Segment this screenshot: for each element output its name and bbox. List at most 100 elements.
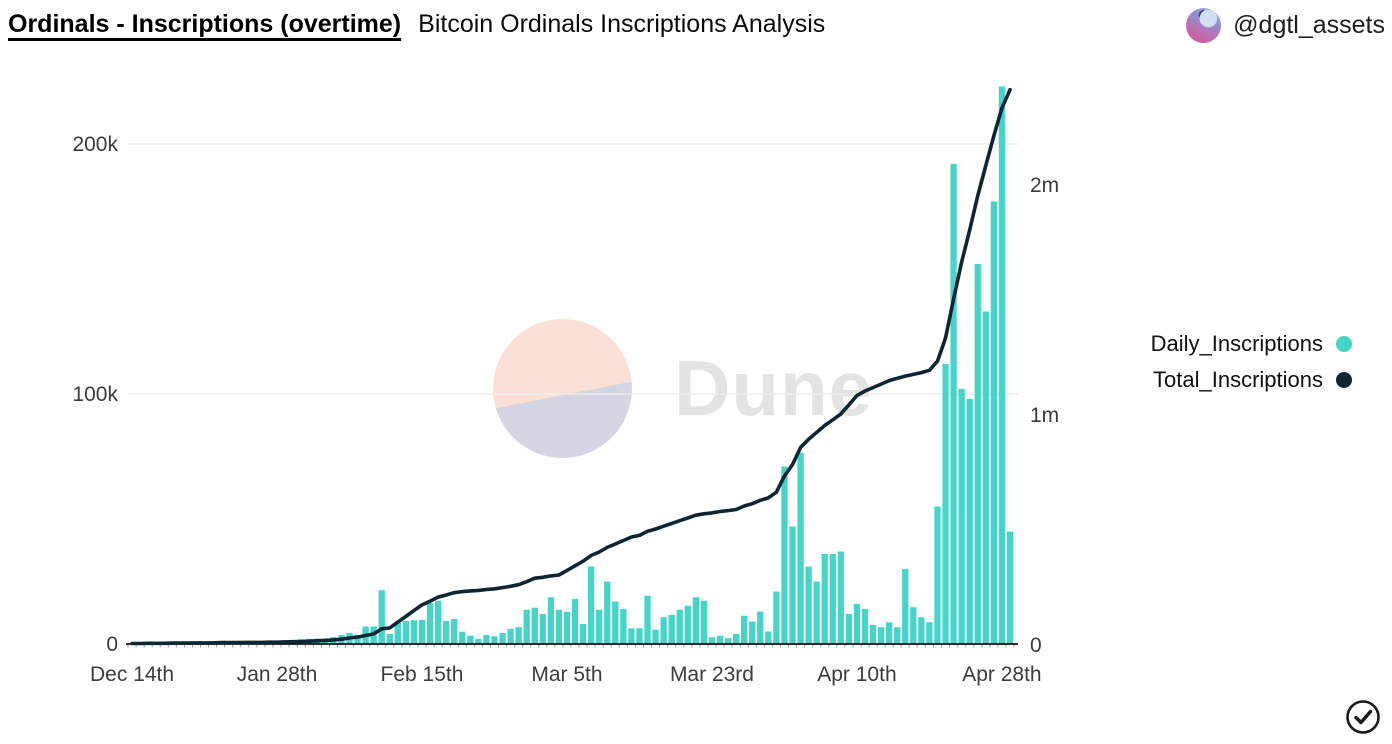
axis-tick-label: 200k	[72, 133, 118, 156]
bar	[708, 637, 716, 644]
bar	[918, 617, 925, 644]
bar	[886, 622, 893, 644]
bar	[563, 611, 571, 644]
bar	[853, 604, 861, 644]
axis-tick-label: Dec 14th	[90, 663, 174, 686]
bar	[483, 635, 490, 644]
bar	[604, 581, 611, 644]
bar	[789, 526, 796, 644]
bar	[402, 621, 409, 644]
bar	[378, 590, 385, 644]
axis-tick-label: Mar 23rd	[670, 663, 754, 686]
left-axis-labels: 0 100k 200k	[72, 133, 118, 656]
query-title-link[interactable]: Ordinals - Inscriptions (overtime)	[8, 10, 402, 38]
legend-dot-total-icon	[1336, 372, 1352, 388]
bar	[773, 591, 780, 644]
bar	[877, 627, 885, 644]
axis-tick-label: Feb 15th	[381, 663, 464, 686]
bar	[724, 638, 732, 644]
bar	[966, 399, 973, 644]
bar	[861, 609, 869, 644]
bar	[434, 600, 442, 644]
bar	[950, 164, 957, 644]
bar	[660, 617, 667, 644]
bar	[451, 619, 458, 644]
daily-inscriptions-bars	[136, 86, 1014, 645]
bar	[757, 611, 764, 644]
bar	[523, 609, 530, 644]
axis-tick-label: 2m	[1030, 174, 1059, 197]
author-profile: @dgtl_assets	[1186, 8, 1385, 43]
bar	[765, 631, 772, 644]
bar	[491, 636, 498, 644]
bar	[394, 622, 401, 644]
bar	[571, 599, 579, 644]
bar	[539, 614, 546, 644]
legend-item-total-inscriptions[interactable]: Total_Inscriptions	[1153, 367, 1352, 393]
bar	[869, 625, 877, 644]
bar	[612, 601, 619, 644]
axis-tick-label: Apr 28th	[962, 663, 1041, 686]
bar	[692, 597, 699, 644]
header: Ordinals - Inscriptions (overtime) Bitco…	[8, 10, 825, 39]
verified-checkmark-icon[interactable]	[1344, 698, 1382, 736]
bar	[668, 615, 675, 644]
bar	[741, 615, 748, 644]
bar	[676, 609, 683, 644]
bar	[910, 607, 917, 644]
bar	[515, 627, 522, 644]
bar	[942, 364, 949, 644]
chart-legend: Daily_Inscriptions Total_Inscriptions	[1151, 331, 1352, 393]
bar	[652, 629, 659, 644]
legend-item-daily-inscriptions[interactable]: Daily_Inscriptions	[1151, 331, 1352, 357]
bar	[628, 628, 635, 644]
total-inscriptions-line	[130, 87, 1012, 646]
bar	[829, 554, 836, 644]
bar	[700, 600, 708, 644]
bar	[507, 629, 514, 644]
bar	[354, 635, 361, 644]
bar	[805, 566, 812, 644]
bar	[547, 597, 554, 644]
legend-dot-daily-icon	[1336, 336, 1352, 352]
legend-label: Daily_Inscriptions	[1150, 331, 1323, 356]
bar	[684, 605, 691, 644]
bar	[636, 628, 643, 644]
chart-subtitle: Bitcoin Ordinals Inscriptions Analysis	[418, 10, 826, 38]
bar	[418, 620, 426, 644]
axis-tick-label: Apr 10th	[817, 663, 896, 686]
bar	[459, 631, 466, 644]
bar	[926, 622, 933, 644]
bar	[813, 581, 820, 644]
bar	[990, 201, 997, 644]
x-axis-labels: Dec 14th Jan 28th Feb 15th Mar 5th Mar 23rd A…	[90, 663, 1042, 686]
bar	[958, 389, 965, 644]
author-handle[interactable]: @dgtl_assets	[1233, 11, 1385, 39]
axis-tick-label: 100k	[72, 383, 118, 406]
bar	[426, 603, 434, 644]
bar	[982, 311, 989, 644]
bar	[749, 621, 756, 644]
right-axis-labels: 0 1m 2m	[1030, 174, 1059, 657]
bar	[620, 609, 627, 644]
bar	[443, 621, 450, 644]
bar	[974, 264, 981, 644]
bar	[531, 607, 538, 644]
bar	[716, 635, 724, 644]
legend-label: Total_Inscriptions	[1153, 367, 1323, 392]
bar	[596, 609, 603, 644]
bar	[732, 634, 740, 644]
gridlines	[128, 143, 1018, 395]
bar	[1006, 531, 1014, 644]
axis-tick-label: Jan 28th	[237, 663, 318, 686]
avatar[interactable]	[1186, 8, 1222, 43]
bar	[467, 635, 474, 644]
bar	[579, 624, 587, 644]
axis-tick-label: 1m	[1030, 404, 1059, 427]
bar	[475, 639, 482, 644]
bar	[555, 609, 563, 644]
bar	[499, 633, 506, 644]
bar	[410, 620, 418, 644]
bar	[644, 595, 651, 644]
